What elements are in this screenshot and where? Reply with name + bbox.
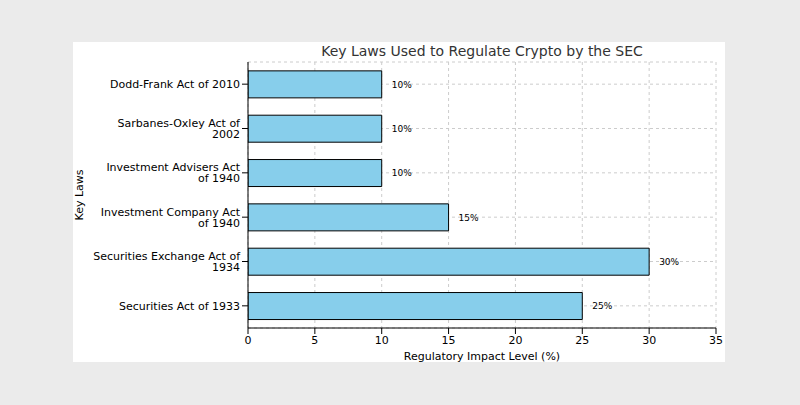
svg-text:0: 0 [245,334,252,347]
svg-text:10%: 10% [392,80,412,90]
svg-text:10%: 10% [392,124,412,134]
svg-text:10: 10 [375,334,389,347]
svg-text:5: 5 [311,334,318,347]
svg-text:Securities Exchange Act of1934: Securities Exchange Act of1934 [93,250,241,274]
svg-text:20: 20 [508,334,522,347]
svg-text:25%: 25% [592,301,612,311]
svg-text:Regulatory Impact Level (%): Regulatory Impact Level (%) [404,350,560,362]
svg-text:Dodd-Frank Act of 2010: Dodd-Frank Act of 2010 [110,78,240,91]
svg-text:15: 15 [442,334,456,347]
svg-text:Investment Advisers Actof 1940: Investment Advisers Actof 1940 [106,161,240,185]
svg-text:Investment Company Actof 1940: Investment Company Actof 1940 [101,206,241,230]
svg-text:Sarbanes-Oxley Act of2002: Sarbanes-Oxley Act of2002 [117,117,241,141]
svg-text:30: 30 [642,334,656,347]
html-text:Key Laws Used to Regulate Cryp: Key Laws Used to Regulate Crypto by the … [321,43,643,59]
svg-text:25: 25 [575,334,589,347]
svg-text:30%: 30% [659,257,679,267]
svg-text:15%: 15% [459,213,479,223]
svg-text:10%: 10% [392,168,412,178]
svg-text:Securities Act of 1933: Securities Act of 1933 [119,300,240,313]
svg-text:Key Laws: Key Laws [73,169,86,220]
svg-text:35: 35 [709,334,723,347]
